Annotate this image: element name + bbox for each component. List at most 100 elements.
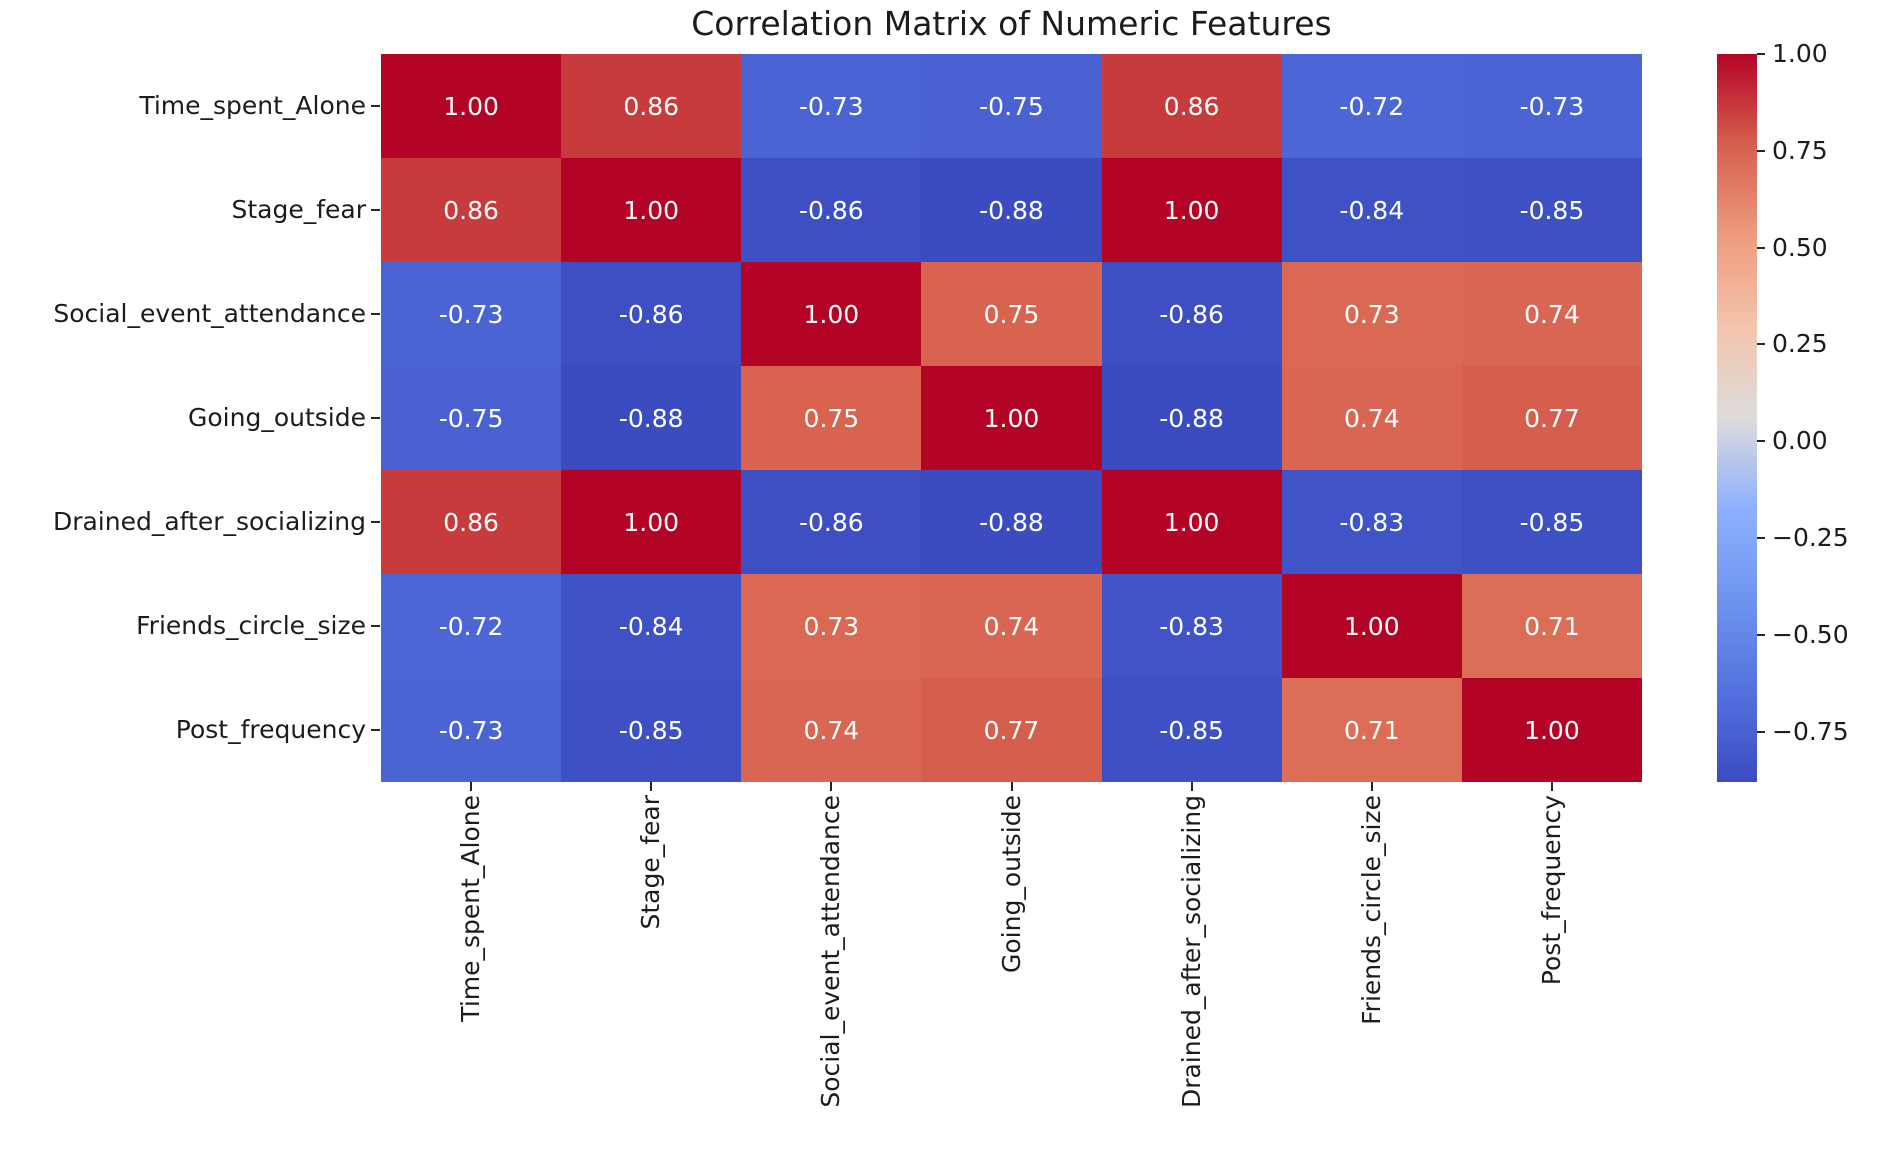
heatmap-cell-value: -0.88: [618, 403, 684, 433]
heatmap-cell-value: 0.86: [623, 91, 680, 121]
heatmap-cell: -0.86: [741, 470, 922, 574]
y-tick-label: Going_outside: [188, 403, 366, 432]
heatmap-cell-value: -0.88: [1159, 403, 1224, 433]
x-tick-label: Social_event_attendance: [816, 795, 846, 1108]
colorbar-tick-mark: [1757, 53, 1765, 55]
y-tick-label: Stage_fear: [231, 195, 366, 224]
heatmap-cell: 0.74: [1281, 366, 1462, 470]
heatmap-cell-value: -0.85: [1519, 507, 1585, 537]
heatmap-cell-value: -0.72: [438, 611, 504, 641]
colorbar-tick-mark: [1757, 633, 1765, 636]
x-tick-mark: [830, 782, 833, 791]
colorbar-tick-mark: [1757, 440, 1765, 443]
x-tick-mark: [1550, 782, 1553, 791]
heatmap-cell-value: 0.73: [1343, 299, 1400, 329]
colorbar-tick-label: 0.50: [1772, 232, 1828, 262]
x-tick-mark: [650, 782, 653, 791]
colorbar-tick-label: −0.75: [1772, 716, 1849, 746]
heatmap-cell-value: -0.84: [1339, 195, 1405, 225]
heatmap-cell: 1.00: [921, 366, 1102, 470]
heatmap-cell: 1.00: [561, 470, 742, 574]
heatmap-cell: -0.73: [741, 54, 922, 158]
colorbar-tick-mark: [1757, 730, 1765, 733]
heatmap-cell: 1.00: [1101, 158, 1282, 262]
heatmap-cell-value: 1.00: [623, 507, 680, 537]
colorbar-tick-label: 0.75: [1772, 135, 1828, 165]
colorbar-tick-label: 0.25: [1772, 329, 1828, 359]
colorbar: [1717, 54, 1757, 782]
y-tick-mark: [371, 209, 380, 211]
heatmap-cell: 1.00: [1461, 678, 1642, 782]
heatmap-cell: 0.71: [1461, 574, 1642, 678]
heatmap-cell: -0.86: [741, 158, 922, 262]
heatmap-grid: 1.00 0.86 -0.73 -0.75 0.86 -0.72 -0.73 0.86 1.00…: [381, 54, 1642, 782]
chart-title: Correlation Matrix of Numeric Features: [691, 4, 1332, 43]
heatmap-cell: 1.00: [381, 54, 562, 158]
colorbar-tick-mark: [1757, 149, 1765, 152]
y-tick-mark: [371, 521, 380, 523]
heatmap-cell: -0.72: [381, 574, 562, 678]
heatmap-cell-value: -0.73: [438, 299, 504, 329]
heatmap-cell: -0.75: [921, 54, 1102, 158]
x-tick-mark: [1370, 782, 1373, 791]
heatmap-cell: -0.86: [1101, 262, 1282, 366]
heatmap-cell: 1.00: [1101, 470, 1282, 574]
heatmap-cell-value: -0.85: [1159, 715, 1224, 745]
heatmap-cell: 0.77: [1461, 366, 1642, 470]
heatmap-cell: -0.88: [561, 366, 742, 470]
heatmap-cell: -0.73: [381, 262, 562, 366]
heatmap-cell: 0.75: [921, 262, 1102, 366]
heatmap-cell-value: 0.77: [1524, 403, 1580, 433]
heatmap-cell-value: 1.00: [1163, 195, 1220, 225]
heatmap-cell-value: -0.73: [799, 91, 864, 121]
heatmap-cell-value: 1.00: [1163, 507, 1220, 537]
y-tick-label: Post_frequency: [175, 715, 366, 744]
heatmap-cell: 1.00: [741, 262, 922, 366]
heatmap-cell-value: 0.71: [1524, 611, 1580, 641]
heatmap-cell: -0.83: [1281, 470, 1462, 574]
heatmap-cell: 0.86: [381, 470, 562, 574]
heatmap-cell-value: 1.00: [623, 195, 680, 225]
heatmap-cell: 0.75: [741, 366, 922, 470]
heatmap-cell-value: -0.84: [618, 611, 684, 641]
heatmap-cell: -0.75: [381, 366, 562, 470]
heatmap-cell-value: -0.86: [1159, 299, 1224, 329]
heatmap-cell: 0.74: [741, 678, 922, 782]
heatmap-cell-value: 0.86: [443, 507, 499, 537]
heatmap-cell: 1.00: [1281, 574, 1462, 678]
heatmap-cell-value: 0.74: [1524, 299, 1580, 329]
heatmap-cell: -0.88: [921, 158, 1102, 262]
heatmap-cell: -0.86: [561, 262, 742, 366]
heatmap-cell-value: -0.86: [799, 195, 864, 225]
heatmap-cell: -0.85: [1461, 158, 1642, 262]
heatmap-cell-value: 0.86: [1163, 91, 1220, 121]
x-tick-label: Stage_fear: [636, 795, 666, 930]
heatmap-cell-value: 0.71: [1343, 715, 1400, 745]
heatmap-cell-value: 0.74: [1343, 403, 1400, 433]
heatmap-cell: -0.73: [1461, 54, 1642, 158]
heatmap-cell-value: -0.86: [618, 299, 684, 329]
x-tick-mark: [1190, 782, 1193, 791]
heatmap-cell: 1.00: [561, 158, 742, 262]
heatmap-cell: -0.83: [1101, 574, 1282, 678]
y-tick-mark: [371, 313, 380, 315]
y-tick-label: Time_spent_Alone: [139, 91, 366, 120]
x-tick-mark: [470, 782, 473, 791]
heatmap-cell: -0.85: [561, 678, 742, 782]
colorbar-tick-label: 0.00: [1772, 426, 1828, 456]
heatmap-cell: -0.84: [1281, 158, 1462, 262]
y-tick-mark: [371, 105, 380, 107]
heatmap-cell-value: -0.88: [979, 507, 1044, 537]
heatmap-cell: -0.88: [921, 470, 1102, 574]
heatmap-cell-value: -0.83: [1339, 507, 1405, 537]
heatmap-cell: 0.74: [1461, 262, 1642, 366]
heatmap-cell: 0.77: [921, 678, 1102, 782]
heatmap-cell-value: -0.88: [979, 195, 1044, 225]
heatmap-cell-value: 0.77: [983, 715, 1040, 745]
colorbar-tick-label: −0.50: [1772, 619, 1849, 649]
heatmap-cell-value: -0.83: [1159, 611, 1224, 641]
heatmap-cell: -0.72: [1281, 54, 1462, 158]
x-tick-label: Going_outside: [996, 795, 1026, 973]
heatmap-cell: 0.86: [381, 158, 562, 262]
